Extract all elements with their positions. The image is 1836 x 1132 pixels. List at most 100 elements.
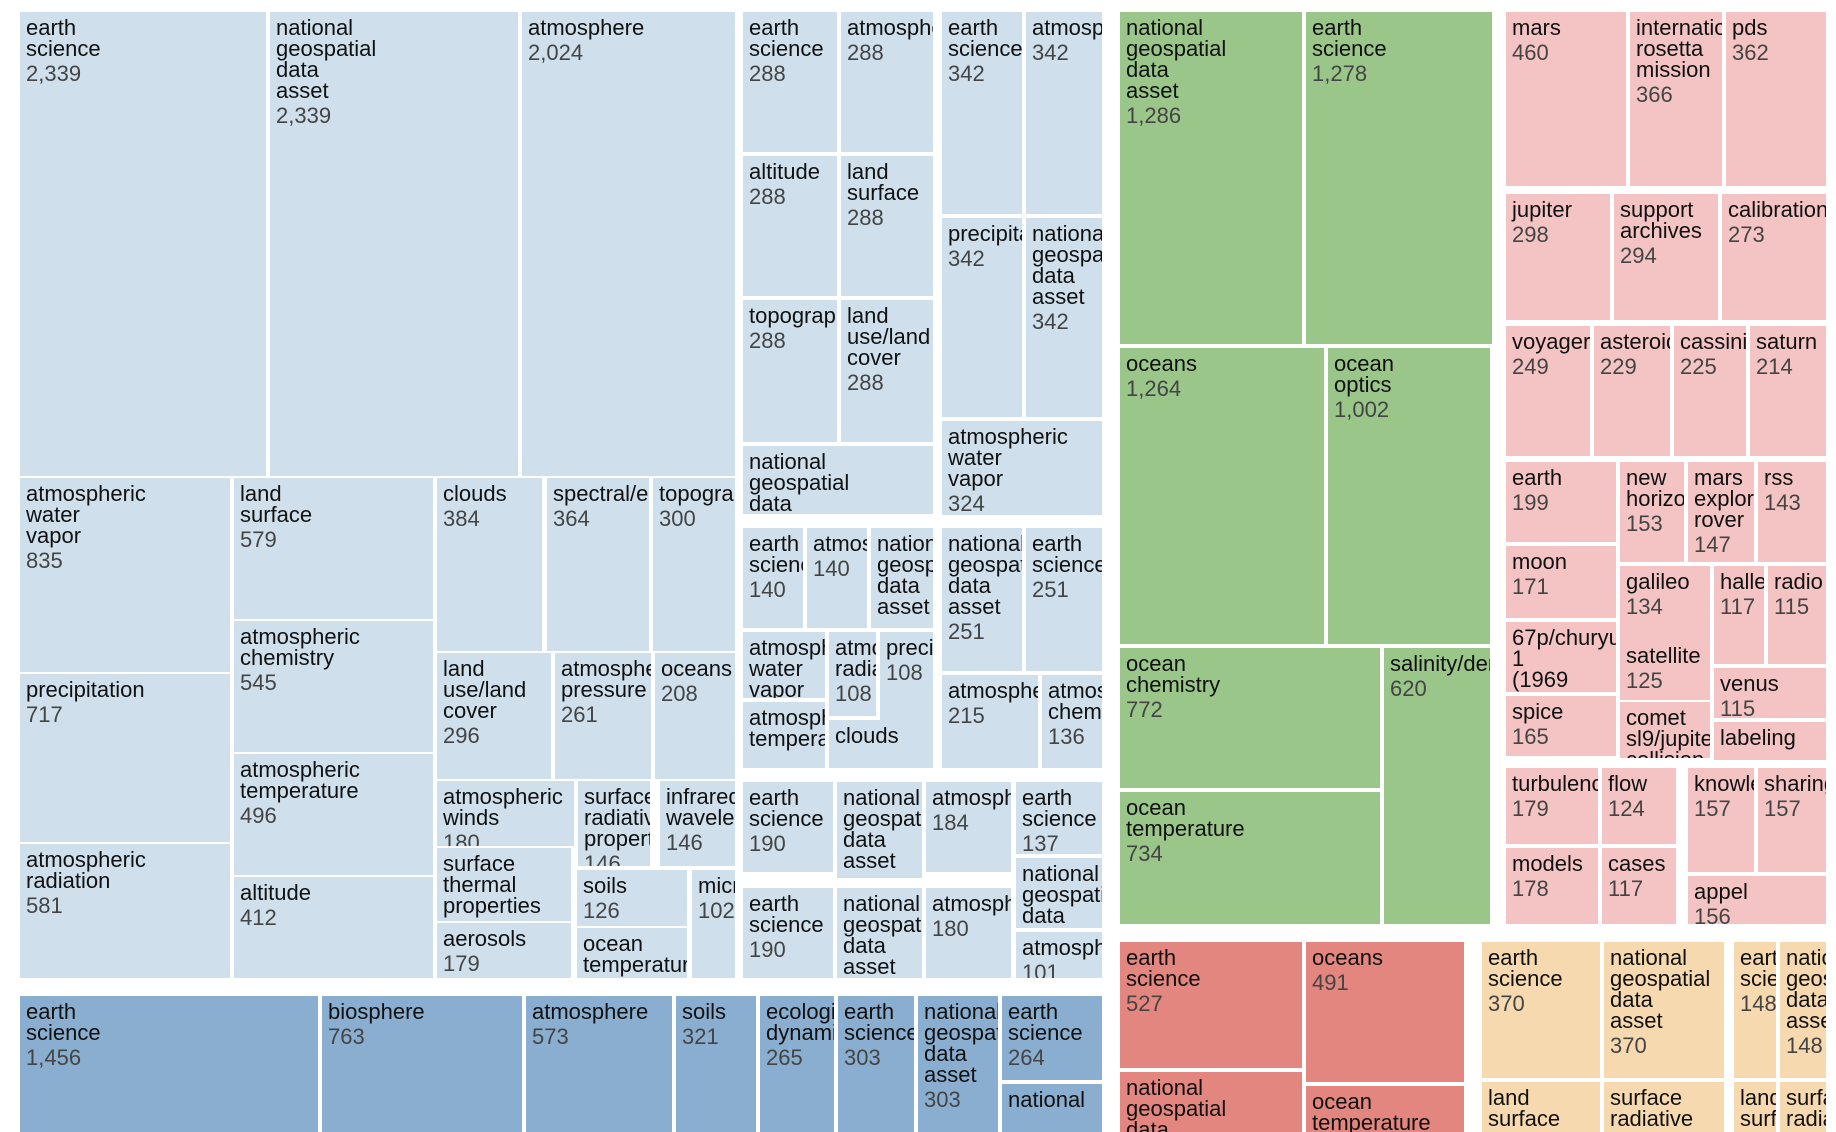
treemap-cell[interactable]: rss 143 <box>1758 462 1826 562</box>
treemap-cell[interactable]: calibration 273 <box>1722 194 1826 320</box>
treemap-cell[interactable]: surface radiative properties146 <box>578 781 650 866</box>
treemap-cell[interactable]: land surface <box>1734 1082 1776 1132</box>
treemap-cell[interactable]: atmospheric radiation108 <box>829 632 876 716</box>
treemap-cell[interactable]: atmospheric chemistry 545 <box>234 621 433 752</box>
treemap-cell[interactable]: clouds 384 <box>437 478 542 651</box>
treemap-cell[interactable]: land surface 288 <box>841 156 933 296</box>
treemap-cell[interactable]: earth science 251 <box>1026 528 1102 671</box>
treemap-cell[interactable]: national geospatial data <box>1016 858 1102 928</box>
treemap-cell[interactable]: spectral/engineering364 <box>547 478 649 651</box>
treemap-cell[interactable]: labeling <box>1714 722 1826 760</box>
treemap-cell[interactable]: land use/land cover 288 <box>841 300 933 442</box>
treemap-cell[interactable]: earth science 527 <box>1120 942 1302 1068</box>
treemap-cell[interactable]: topography288 <box>743 300 837 442</box>
treemap-cell[interactable]: earth 199 <box>1506 462 1616 542</box>
treemap-cell[interactable]: atmosphere342 <box>1026 12 1102 214</box>
treemap-cell[interactable]: earth science 137 <box>1016 782 1102 854</box>
treemap-cell[interactable]: earth science 1,278 <box>1306 12 1492 344</box>
treemap-cell[interactable]: national geospatial data asset <box>871 528 933 628</box>
treemap-cell[interactable]: precipitation342 <box>942 218 1022 417</box>
treemap-cell[interactable]: earth science148 <box>1734 942 1776 1078</box>
treemap-cell[interactable]: surface radiative <box>1780 1082 1826 1132</box>
treemap-cell[interactable]: turbulence179 <box>1506 768 1598 844</box>
treemap-cell[interactable]: precipitation 717 <box>20 674 230 842</box>
treemap-cell[interactable]: atmospheric radiation 581 <box>20 844 230 978</box>
treemap-cell[interactable]: satellite 125 <box>1620 640 1710 700</box>
treemap-cell[interactable]: jupiter 298 <box>1506 194 1610 320</box>
treemap-cell[interactable]: ocean chemistry 772 <box>1120 648 1380 788</box>
treemap-cell[interactable]: ecological dynamics265 <box>760 996 834 1132</box>
treemap-cell[interactable]: ocean optics 1,002 <box>1328 348 1490 644</box>
treemap-cell[interactable]: earth science 264 <box>1002 996 1102 1080</box>
treemap-cell[interactable]: atmosphere 573 <box>526 996 672 1132</box>
treemap-cell[interactable]: moon 171 <box>1506 546 1616 618</box>
treemap-cell[interactable]: cases 117 <box>1602 848 1676 924</box>
treemap-cell[interactable]: pds 362 <box>1726 12 1826 186</box>
treemap-cell[interactable]: atmospheric temperature 496 <box>234 754 433 875</box>
treemap-cell[interactable]: appel 156 <box>1688 876 1826 924</box>
treemap-cell[interactable]: support archives 294 <box>1614 194 1718 320</box>
treemap-cell[interactable]: land surface <box>1482 1082 1600 1132</box>
treemap-cell[interactable]: atmospheric temperature <box>743 702 825 768</box>
treemap-cell[interactable]: national geospatial data <box>1120 1072 1302 1132</box>
treemap-cell[interactable]: models 178 <box>1506 848 1598 924</box>
treemap-cell[interactable]: soils 321 <box>676 996 756 1132</box>
treemap-cell[interactable]: atmosphere 2,024 <box>522 12 735 476</box>
treemap-cell[interactable]: salinity/density620 <box>1384 648 1490 924</box>
treemap-cell[interactable]: altitude 412 <box>234 877 433 978</box>
treemap-cell[interactable]: surface radiative <box>1604 1082 1724 1132</box>
treemap-cell[interactable]: comet sl9/jupiter collision <box>1620 702 1710 758</box>
treemap-cell[interactable]: infrared wavelengths146 <box>660 781 735 866</box>
treemap-cell[interactable]: atmosphere101 <box>1016 932 1102 978</box>
treemap-cell[interactable]: spice 165 <box>1506 696 1616 756</box>
treemap-cell[interactable]: atmospheric water vapor 324 <box>942 421 1102 515</box>
treemap-cell[interactable]: oceans 1,264 <box>1120 348 1324 644</box>
treemap-cell[interactable]: microwave102 <box>692 870 735 978</box>
treemap-cell[interactable]: surface thermal properties <box>437 848 571 921</box>
treemap-cell[interactable]: atmospheric water vapor <box>743 632 825 698</box>
treemap-cell[interactable]: oceans 491 <box>1306 942 1464 1082</box>
treemap-cell[interactable]: aerosols 179 <box>437 923 571 978</box>
treemap-cell[interactable]: national geospatial data asset <box>837 888 922 978</box>
treemap-cell[interactable]: new horizons153 <box>1620 462 1684 562</box>
treemap-cell[interactable]: land use/land cover 296 <box>437 653 551 779</box>
treemap-cell[interactable]: 67p/churyumov 1 (1969 <box>1506 622 1616 692</box>
treemap-cell[interactable]: earth science 303 <box>838 996 914 1132</box>
treemap-cell[interactable]: atmospheric water vapor 835 <box>20 478 230 672</box>
treemap-cell[interactable]: earth science140 <box>743 528 803 628</box>
treemap-cell[interactable]: national geospatial data <box>743 446 933 514</box>
treemap-cell[interactable]: earth science 2,339 <box>20 12 266 476</box>
treemap-cell[interactable]: soils 126 <box>577 870 687 926</box>
treemap-cell[interactable]: halley117 <box>1714 566 1764 664</box>
treemap-cell[interactable]: earth science 370 <box>1482 942 1600 1078</box>
treemap-cell[interactable]: earth science 342 <box>942 12 1022 214</box>
treemap-cell[interactable]: cassini 225 <box>1674 326 1746 456</box>
treemap-cell[interactable]: atmosphere180 <box>926 888 1011 978</box>
treemap-cell[interactable]: knowledge157 <box>1688 768 1754 872</box>
treemap-cell[interactable]: atmosphere140 <box>807 528 867 628</box>
treemap-cell[interactable]: national geospatial data asset 2,339 <box>270 12 518 476</box>
treemap-cell[interactable]: earth science 190 <box>743 888 833 978</box>
treemap-cell[interactable]: land surface 579 <box>234 478 433 619</box>
treemap-cell[interactable]: national geospatial data asset 370 <box>1604 942 1724 1078</box>
treemap-cell[interactable]: topography300 <box>653 478 735 651</box>
treemap-cell[interactable]: earth science 288 <box>743 12 837 152</box>
treemap-cell[interactable]: atmospheric chemistry136 <box>1042 675 1102 768</box>
treemap-cell[interactable]: flow 124 <box>1602 768 1676 844</box>
treemap-cell[interactable]: sharing157 <box>1758 768 1826 872</box>
treemap-cell[interactable]: saturn 214 <box>1750 326 1826 456</box>
treemap-cell[interactable]: precipitation108 <box>880 632 933 722</box>
treemap-cell[interactable]: national geospatial data asset 1,286 <box>1120 12 1302 344</box>
treemap-cell[interactable]: ocean temperature 734 <box>1120 792 1380 924</box>
treemap-cell[interactable]: atmosphere215 <box>942 675 1038 768</box>
treemap-cell[interactable]: atmospheric winds 180 <box>437 781 574 846</box>
treemap-cell[interactable]: clouds <box>829 720 933 768</box>
treemap-cell[interactable]: national <box>1002 1084 1102 1132</box>
treemap-cell[interactable]: national geospatial data asset <box>837 782 922 878</box>
treemap-cell[interactable]: national geospatial data asset148 <box>1780 942 1826 1078</box>
